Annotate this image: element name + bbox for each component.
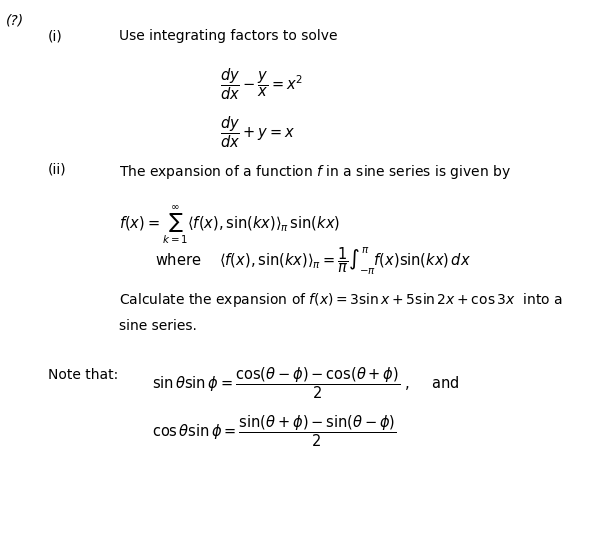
Text: Calculate the expansion of $f(x) = 3\sin x + 5\sin 2x + \cos 3x$  into a: Calculate the expansion of $f(x) = 3\sin… xyxy=(119,291,563,309)
Text: $\cos\theta \sin\phi = \dfrac{\sin(\theta + \phi) - \sin(\theta - \phi)}{2}$: $\cos\theta \sin\phi = \dfrac{\sin(\thet… xyxy=(152,414,396,450)
Text: $\dfrac{dy}{dx} + y = x$: $\dfrac{dy}{dx} + y = x$ xyxy=(220,115,295,151)
Text: $\dfrac{dy}{dx} - \dfrac{y}{x} = x^2$: $\dfrac{dy}{dx} - \dfrac{y}{x} = x^2$ xyxy=(220,67,303,103)
Text: Use integrating factors to solve: Use integrating factors to solve xyxy=(119,29,337,43)
Text: (?): (?) xyxy=(6,13,24,27)
Text: sine series.: sine series. xyxy=(119,319,197,333)
Text: (ii): (ii) xyxy=(48,163,66,177)
Text: $f(x) = \sum_{k=1}^{\infty} \langle f(x), \sin(kx) \rangle_\pi \, \sin(kx)$: $f(x) = \sum_{k=1}^{\infty} \langle f(x)… xyxy=(119,204,340,246)
Text: (i): (i) xyxy=(48,29,62,43)
Text: Note that:: Note that: xyxy=(48,368,118,382)
Text: $\sin\theta \sin\phi = \dfrac{\cos(\theta - \phi) - \cos(\theta + \phi)}{2}\ ,\q: $\sin\theta \sin\phi = \dfrac{\cos(\thet… xyxy=(152,366,459,402)
Text: where $\quad \langle f(x), \sin(kx) \rangle_\pi = \dfrac{1}{\pi} \int_{-\pi}^{\p: where $\quad \langle f(x), \sin(kx) \ran… xyxy=(155,246,471,277)
Text: The expansion of a function $f$ in a sine series is given by: The expansion of a function $f$ in a sin… xyxy=(119,163,511,181)
